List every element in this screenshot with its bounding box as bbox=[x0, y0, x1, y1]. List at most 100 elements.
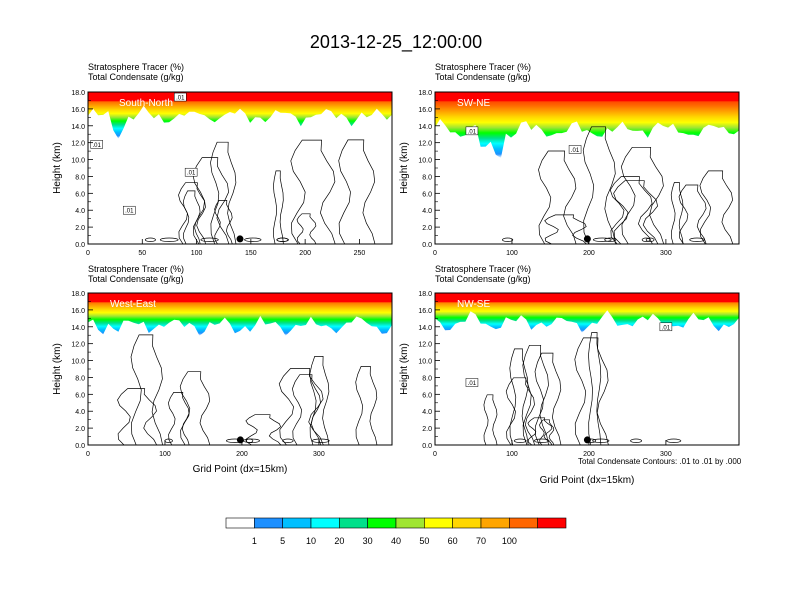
x-tick-label: 300 bbox=[660, 250, 672, 257]
x-tick-label: 200 bbox=[299, 250, 311, 257]
contour-line bbox=[513, 438, 527, 443]
x-tick-label: 50 bbox=[138, 250, 146, 257]
contour-line bbox=[645, 237, 655, 242]
contour-line bbox=[290, 139, 336, 244]
y-tick-label: 0.0 bbox=[75, 242, 85, 249]
y-tick-label: 18.0 bbox=[418, 90, 432, 97]
contour-label: .01 bbox=[468, 129, 477, 135]
contour-line bbox=[689, 237, 705, 242]
y-tick-label: 4.0 bbox=[422, 208, 432, 215]
contour-line bbox=[200, 237, 219, 242]
contour-line bbox=[309, 356, 330, 445]
contour-line bbox=[178, 182, 207, 244]
colorbar-swatch bbox=[452, 517, 482, 529]
x-tick-label: 100 bbox=[159, 451, 171, 458]
x-tick-label: 200 bbox=[583, 451, 595, 458]
y-tick-label: 8.0 bbox=[422, 174, 432, 181]
colorbar-label: 100 bbox=[502, 536, 517, 546]
contour-line bbox=[483, 394, 498, 445]
panel-top-right: .01 .01 0.0 2.0 4.0 6.0 8.0 10.0 12.0 14.0 16.0 18.… bbox=[399, 62, 740, 257]
colorbar-label: 10 bbox=[306, 536, 316, 546]
colorbar-swatch bbox=[310, 517, 340, 529]
panel-subtitle-condensate: Total Condensate (g/kg) bbox=[88, 72, 184, 82]
panel-section-label: South-North bbox=[119, 98, 173, 109]
colorbar-label: 70 bbox=[476, 536, 486, 546]
contour-label-box bbox=[465, 378, 479, 387]
y-tick-label: 0.0 bbox=[422, 242, 432, 249]
colorbar-swatch bbox=[537, 517, 567, 529]
x-tick-label: 0 bbox=[433, 451, 437, 458]
panel-subtitle-tracer: Stratosphere Tracer (%) bbox=[435, 62, 531, 72]
x-axis-label: Grid Point (dx=15km) bbox=[540, 475, 635, 486]
contour-line bbox=[539, 419, 555, 445]
x-tick-label: 200 bbox=[236, 451, 248, 458]
y-tick-label: 16.0 bbox=[71, 308, 85, 315]
condensate-contours bbox=[144, 139, 376, 244]
colorbar-label: 20 bbox=[334, 536, 344, 546]
colorbar-swatch bbox=[509, 517, 538, 529]
x-tick-label: 250 bbox=[354, 250, 366, 257]
y-tick-label: 12.0 bbox=[71, 141, 85, 148]
panel-section-label: SW-NE bbox=[457, 98, 490, 109]
figure-title: 2013-12-25_12:00:00 bbox=[309, 32, 483, 52]
y-tick-label: 4.0 bbox=[75, 409, 85, 416]
contour-line bbox=[592, 438, 610, 443]
contour-line bbox=[214, 200, 233, 244]
panel-subtitle-condensate: Total Condensate (g/kg) bbox=[435, 274, 531, 284]
contour-label-box bbox=[568, 145, 582, 154]
panel-section-label: West-East bbox=[110, 299, 156, 310]
y-tick-label: 18.0 bbox=[418, 291, 432, 298]
contour-line bbox=[534, 352, 562, 445]
panel-bottom-right: .01 .01 0.0 2.0 4.0 6.0 8.0 10.0 12.0 14.0 16.0 18.… bbox=[399, 264, 740, 486]
contour-line bbox=[678, 184, 707, 244]
condensate-contours bbox=[502, 126, 734, 244]
y-tick-label: 10.0 bbox=[418, 158, 432, 165]
contour-line bbox=[620, 146, 665, 244]
contour-footnote: Total Condensate Contours: .01 to .01 by… bbox=[578, 457, 742, 466]
contour-label-box bbox=[123, 205, 136, 215]
contour-line bbox=[144, 237, 156, 242]
contour-line bbox=[292, 374, 322, 445]
panel-subtitle-tracer: Stratosphere Tracer (%) bbox=[88, 264, 184, 274]
colorbar-label: 60 bbox=[448, 536, 458, 546]
tracer-shading bbox=[435, 92, 739, 158]
contour-line bbox=[666, 438, 682, 443]
contour-label-box bbox=[465, 126, 479, 136]
tracer-cap bbox=[88, 293, 392, 303]
contour-line bbox=[168, 392, 190, 445]
panel-bottom-left: 0.0 2.0 4.0 6.0 8.0 10.0 12.0 14.0 16.0 18.0 0 100 2… bbox=[52, 264, 393, 475]
contour-line bbox=[276, 237, 289, 242]
y-axis-label: Height (km) bbox=[52, 343, 63, 395]
y-tick-label: 8.0 bbox=[422, 375, 432, 382]
contour-line bbox=[355, 366, 378, 445]
contour-line bbox=[282, 438, 294, 443]
contour-line bbox=[670, 182, 684, 244]
y-tick-label: 14.0 bbox=[71, 124, 85, 131]
contour-line bbox=[588, 332, 602, 445]
contour-line bbox=[182, 190, 201, 244]
panel-section-label: NW-SE bbox=[457, 299, 490, 310]
y-tick-label: 16.0 bbox=[71, 107, 85, 114]
y-tick-label: 2.0 bbox=[422, 426, 432, 433]
colorbar-swatch bbox=[225, 517, 255, 529]
y-tick-label: 8.0 bbox=[75, 375, 85, 382]
condensate-contours bbox=[483, 332, 682, 445]
panel-subtitle-condensate: Total Condensate (g/kg) bbox=[88, 274, 184, 284]
location-marker bbox=[583, 436, 591, 444]
contour-line bbox=[278, 368, 324, 445]
tracer-shading bbox=[88, 293, 392, 336]
contour-label: .01 bbox=[176, 96, 185, 102]
x-tick-label: 300 bbox=[660, 451, 672, 458]
contour-label: .01 bbox=[662, 325, 671, 331]
contour-line bbox=[273, 170, 284, 244]
contour-line bbox=[505, 377, 536, 445]
x-tick-label: 150 bbox=[245, 250, 257, 257]
contour-label-box bbox=[659, 322, 673, 332]
y-tick-label: 6.0 bbox=[422, 392, 432, 399]
tracer-cap bbox=[435, 293, 739, 303]
y-tick-label: 2.0 bbox=[75, 225, 85, 232]
contour-line bbox=[641, 237, 651, 242]
panel-subtitle-condensate: Total Condensate (g/kg) bbox=[435, 72, 531, 82]
contour-line bbox=[338, 139, 376, 244]
